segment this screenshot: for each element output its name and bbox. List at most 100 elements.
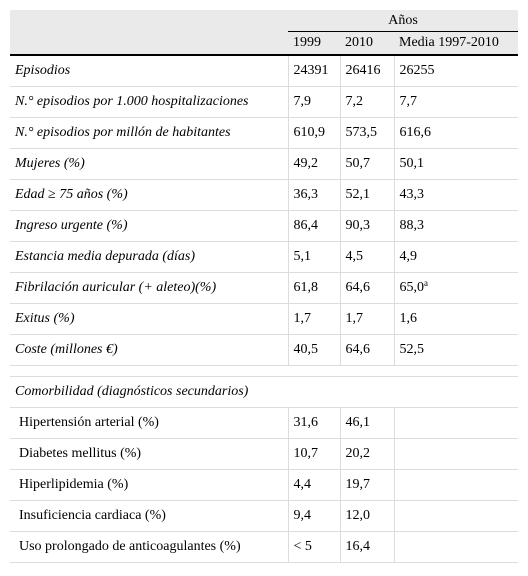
cell-2010: 52,1	[339, 179, 394, 211]
cell-media: 65,0a	[393, 272, 518, 304]
header-corner-lower	[10, 31, 288, 56]
header-corner	[10, 10, 288, 32]
cell-media: 26255	[393, 55, 518, 87]
table-row: Exitus (%) 1,7 1,7 1,6	[10, 303, 518, 335]
cell-media: 4,9	[393, 241, 518, 273]
cell-media-value: 616,6	[399, 125, 432, 140]
row-label: Fibrilación auricular (+ aleteo)(%)	[10, 272, 288, 304]
cell-media: 43,3	[393, 179, 518, 211]
cell-1999: 10,7	[287, 438, 340, 470]
table-row: Hiperlipidemia (%) 4,4 19,7	[10, 469, 518, 501]
header-col-1999: 1999	[288, 31, 340, 56]
cell-2010: 19,7	[339, 469, 394, 501]
cell-2010: 26416	[339, 55, 394, 87]
table-row: Edad ≥ 75 años (%) 36,3 52,1 43,3	[10, 179, 518, 211]
table-row: Estancia media depurada (días) 5,1 4,5 4,9	[10, 241, 518, 273]
table-row: N.° episodios por 1.000 hospitalizacione…	[10, 86, 518, 118]
cell-media-empty	[393, 531, 518, 563]
row-label: Diabetes mellitus (%)	[10, 438, 288, 470]
table-row: Episodios 24391 26416 26255	[10, 55, 518, 87]
row-label: N.° episodios por millón de habitantes	[10, 117, 288, 149]
row-label: Insuficiencia cardiaca (%)	[10, 500, 288, 532]
cell-media: 52,5	[393, 334, 518, 366]
cell-2010: 64,6	[339, 272, 394, 304]
cell-1999: 24391	[287, 55, 340, 87]
table-row: Ingreso urgente (%) 86,4 90,3 88,3	[10, 210, 518, 242]
cell-media: 50,1	[393, 148, 518, 180]
table-row: Insuficiencia cardiaca (%) 9,4 12,0	[10, 500, 518, 532]
spacer-cell	[10, 365, 518, 377]
section-title: Comorbilidad (diagnósticos secundarios)	[10, 376, 518, 408]
cell-media-value: 43,3	[399, 187, 425, 202]
cell-media-value: 7,7	[399, 94, 418, 109]
header-col-media: Media 1997-2010	[394, 31, 518, 56]
cell-1999: 61,8	[287, 272, 340, 304]
cell-media-value: 52,5	[399, 342, 425, 357]
table-row: Coste (millones €) 40,5 64,6 52,5	[10, 334, 518, 366]
cell-media-value: 1,6	[399, 311, 418, 326]
table-row: Diabetes mellitus (%) 10,7 20,2	[10, 438, 518, 470]
cell-2010: 90,3	[339, 210, 394, 242]
cell-media: 616,6	[393, 117, 518, 149]
table-row: N.° episodios por millón de habitantes 61…	[10, 117, 518, 149]
cell-2010: 573,5	[339, 117, 394, 149]
cell-2010: 16,4	[339, 531, 394, 563]
row-label: Mujeres (%)	[10, 148, 288, 180]
cell-media-empty	[393, 438, 518, 470]
header-col-2010: 2010	[340, 31, 394, 56]
cell-media-empty	[393, 500, 518, 532]
table-row: Hipertensión arterial (%) 31,6 46,1	[10, 407, 518, 439]
cell-media-value: 50,1	[399, 156, 425, 171]
cell-1999: 36,3	[287, 179, 340, 211]
cell-media: 1,6	[393, 303, 518, 335]
cell-2010: 1,7	[339, 303, 394, 335]
table-row: Fibrilación auricular (+ aleteo)(%) 61,8 6…	[10, 272, 518, 304]
row-label: Hipertensión arterial (%)	[10, 407, 288, 439]
section-header-row: Comorbilidad (diagnósticos secundarios)	[10, 376, 518, 408]
cell-media: 88,3	[393, 210, 518, 242]
cell-2010: 4,5	[339, 241, 394, 273]
cell-2010: 20,2	[339, 438, 394, 470]
cell-media-value: 88,3	[399, 218, 425, 233]
cell-media-value: 4,9	[399, 249, 418, 264]
cell-1999: 1,7	[287, 303, 340, 335]
row-label: Exitus (%)	[10, 303, 288, 335]
table-row: Mujeres (%) 49,2 50,7 50,1	[10, 148, 518, 180]
header-years: Años	[288, 10, 518, 32]
row-label: N.° episodios por 1.000 hospitalizacione…	[10, 86, 288, 118]
footnote-marker: a	[424, 278, 428, 288]
data-table: Años 1999 2010 Media 1997-2010 Episodios…	[10, 10, 518, 563]
cell-2010: 12,0	[339, 500, 394, 532]
cell-2010: 7,2	[339, 86, 394, 118]
cell-2010: 64,6	[339, 334, 394, 366]
cell-1999: 31,6	[287, 407, 340, 439]
cell-1999: 7,9	[287, 86, 340, 118]
cell-2010: 50,7	[339, 148, 394, 180]
cell-1999: 4,4	[287, 469, 340, 501]
cell-media-empty	[393, 469, 518, 501]
header-row-columns: 1999 2010 Media 1997-2010	[10, 31, 518, 56]
row-label: Ingreso urgente (%)	[10, 210, 288, 242]
cell-1999: 40,5	[287, 334, 340, 366]
table-row: Uso prolongado de anticoagulantes (%) < 5…	[10, 531, 518, 563]
cell-1999: 49,2	[287, 148, 340, 180]
spacer-row	[10, 365, 518, 377]
row-label: Coste (millones €)	[10, 334, 288, 366]
cell-1999: < 5	[287, 531, 340, 563]
cell-2010: 46,1	[339, 407, 394, 439]
row-label: Edad ≥ 75 años (%)	[10, 179, 288, 211]
table-body: Episodios 24391 26416 26255 N.° episodios po…	[10, 55, 518, 563]
header-row-group: Años	[10, 10, 518, 32]
row-label: Estancia media depurada (días)	[10, 241, 288, 273]
cell-1999: 610,9	[287, 117, 340, 149]
cell-1999: 9,4	[287, 500, 340, 532]
cell-1999: 5,1	[287, 241, 340, 273]
row-label: Hiperlipidemia (%)	[10, 469, 288, 501]
row-label: Episodios	[10, 55, 288, 87]
cell-media: 7,7	[393, 86, 518, 118]
cell-media-value: 65,0	[399, 280, 425, 295]
cell-1999: 86,4	[287, 210, 340, 242]
cell-media-value: 26255	[399, 63, 435, 78]
row-label: Uso prolongado de anticoagulantes (%)	[10, 531, 288, 563]
cell-media-empty	[393, 407, 518, 439]
